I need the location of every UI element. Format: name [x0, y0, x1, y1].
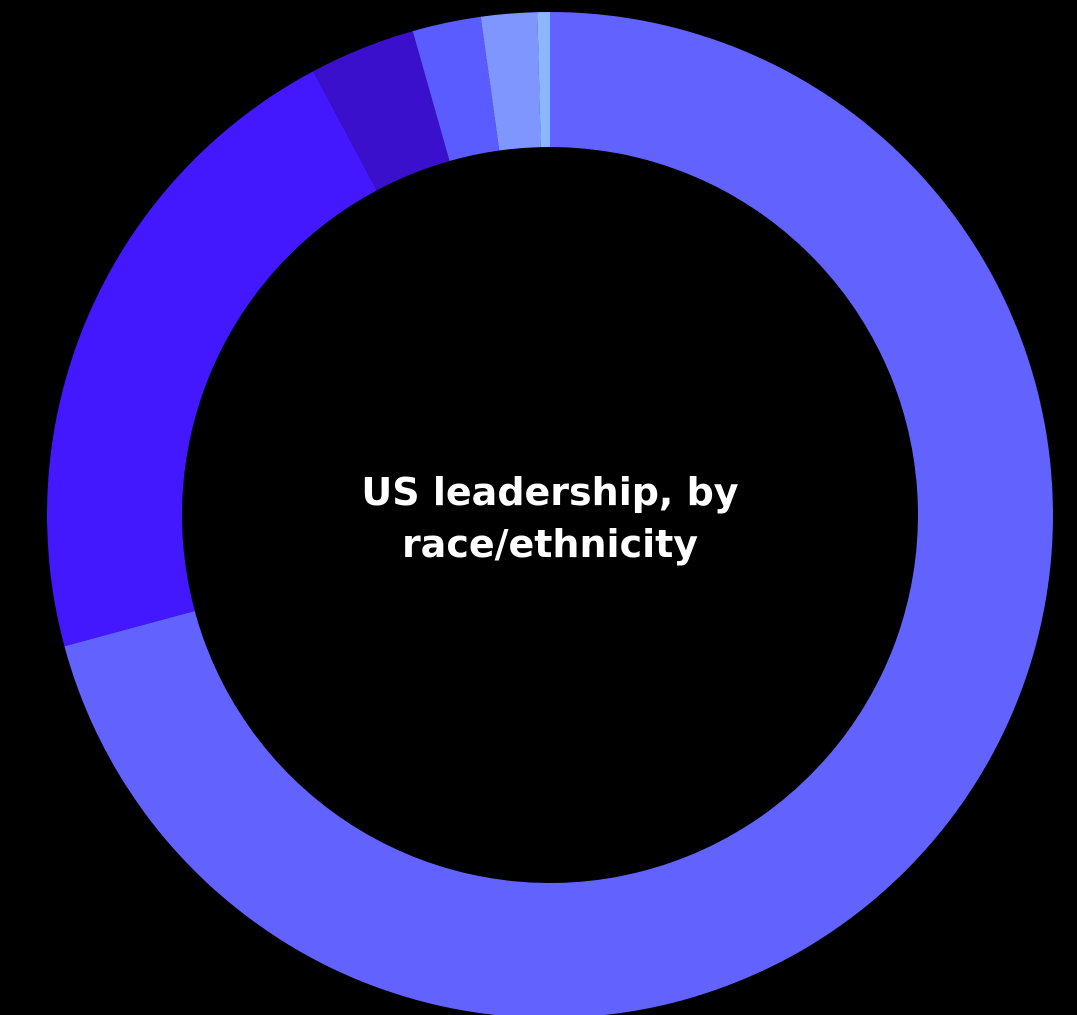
pie-slice — [412, 16, 500, 161]
pie-slice — [313, 31, 450, 191]
pie-slice — [47, 71, 377, 647]
chart-title: US leadership, by race/ethnicity — [361, 470, 739, 566]
pie-slice — [537, 12, 550, 148]
pie-slice — [480, 12, 541, 151]
